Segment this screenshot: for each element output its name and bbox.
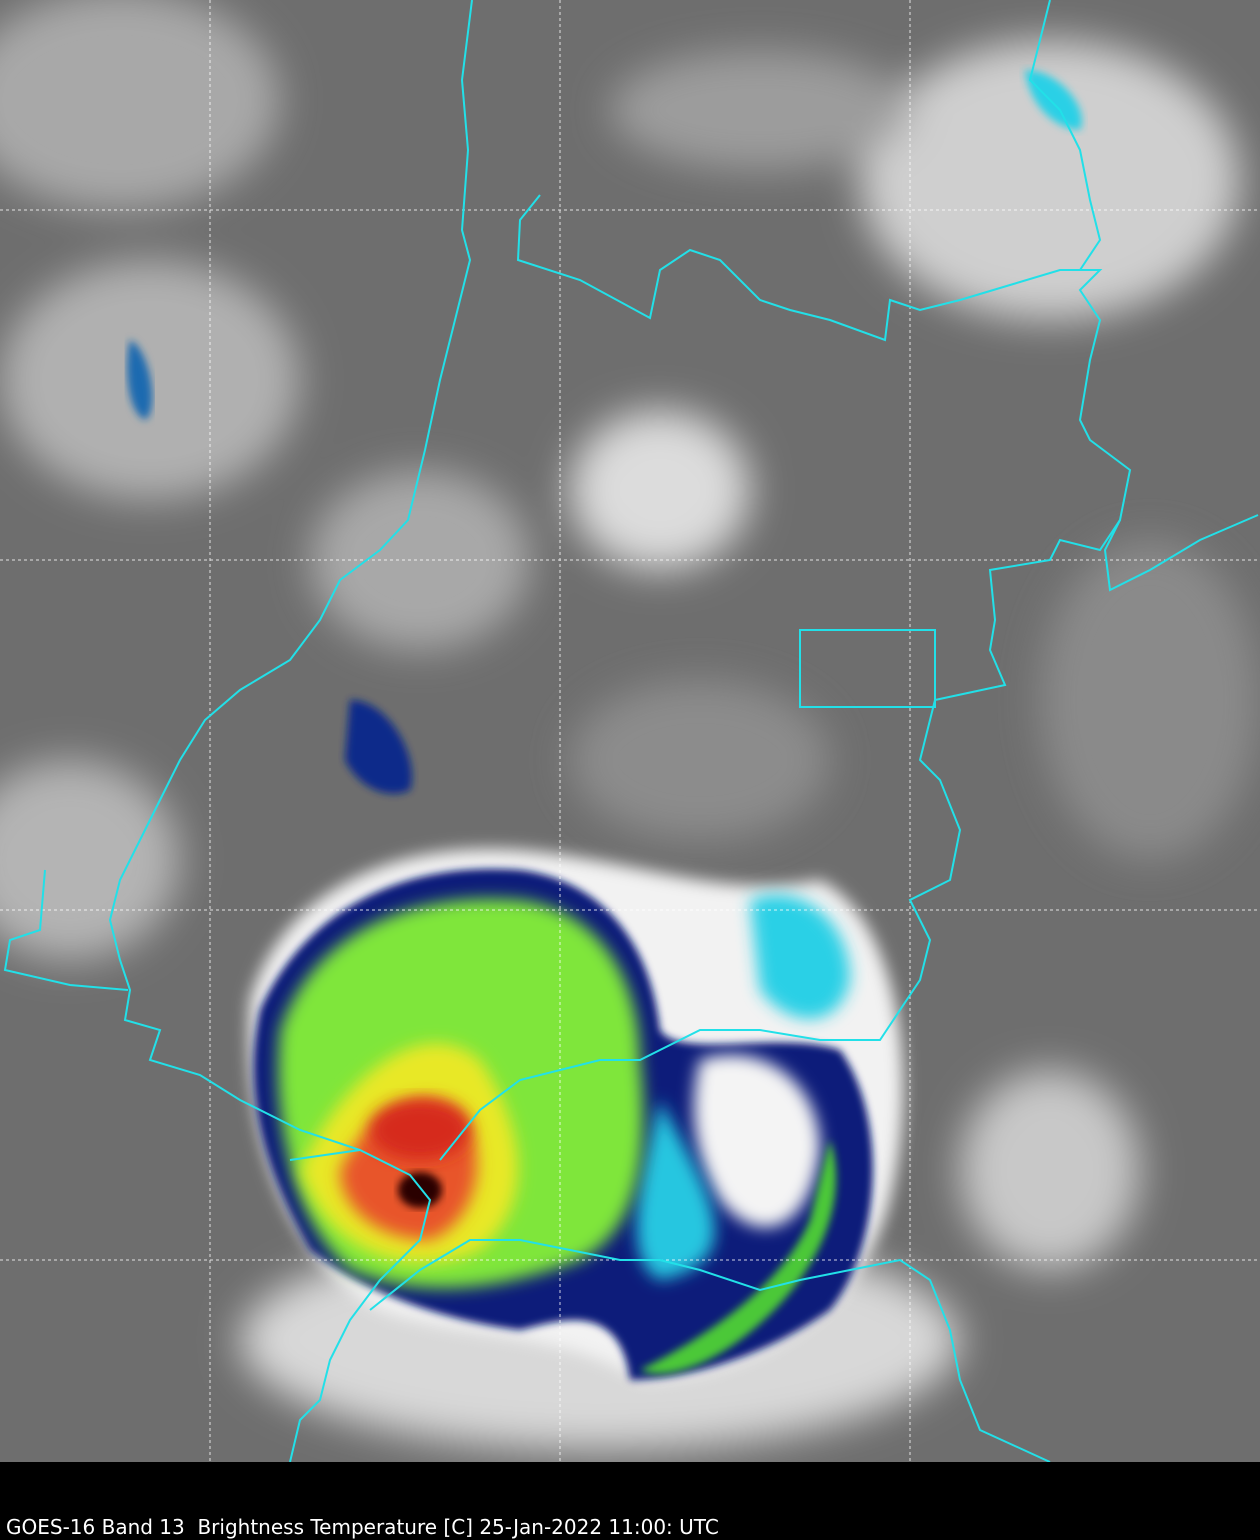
border [1028,0,1102,271]
border [1103,514,1259,592]
storm-core [398,1172,442,1208]
cell [1025,70,1082,130]
storm-core-white [694,1054,820,1228]
storm-band [640,1140,836,1374]
storm [127,70,1082,1380]
storm-red [370,1100,470,1160]
satellite-image [0,0,1260,1462]
cell [345,700,412,794]
border [799,629,936,708]
cloud [610,50,910,170]
borders [3,0,1259,1462]
border [108,0,473,1462]
cloud [860,40,1240,320]
cloud [570,410,750,570]
border [289,1149,361,1161]
caption: GOES-16 Band 13 Brightness Temperature [… [6,1515,719,1539]
border [369,1239,1051,1462]
cloud [960,1070,1140,1270]
cloud [570,680,830,840]
storm-cyan [750,894,850,1019]
storm-cyan [636,1100,715,1280]
cell [127,340,153,420]
cloud [1040,540,1260,860]
border [3,869,129,991]
